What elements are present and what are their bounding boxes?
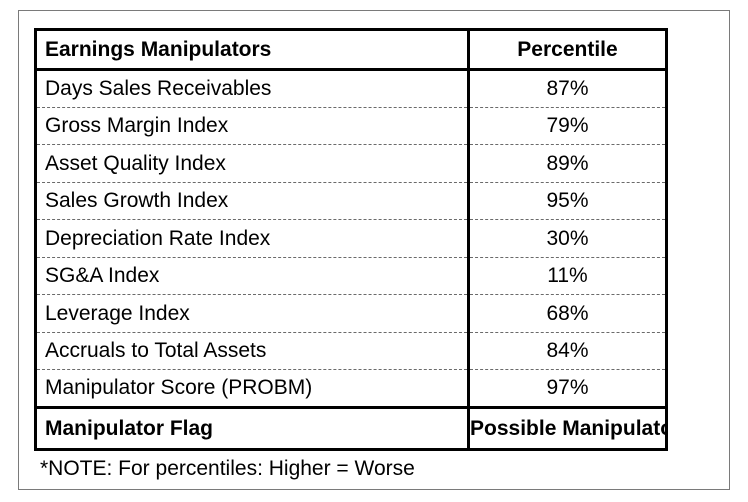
row-value: 30% <box>467 219 668 258</box>
row-value: 11% <box>467 257 668 295</box>
manipulator-flag-row: Manipulator Flag Possible Manipulator <box>34 407 668 451</box>
row-value: 79% <box>467 107 668 145</box>
table-row: Asset Quality Index 89% <box>34 144 668 183</box>
earnings-manipulators-table: Earnings Manipulators Percentile Days Sa… <box>34 28 668 451</box>
row-label: Gross Margin Index <box>34 107 469 145</box>
table-row: Gross Margin Index 79% <box>34 107 668 145</box>
footnote: *NOTE: For percentiles: Higher = Worse <box>40 457 415 480</box>
row-label: Days Sales Receivables <box>34 69 469 108</box>
row-value: 68% <box>467 294 668 333</box>
table-row: Leverage Index 68% <box>34 294 668 333</box>
table-row: Sales Growth Index 95% <box>34 182 668 220</box>
row-label: Depreciation Rate Index <box>34 219 469 258</box>
row-label: Manipulator Score (PROBM) <box>34 369 469 409</box>
header-value: Percentile <box>467 28 668 71</box>
row-label: Accruals to Total Assets <box>34 332 469 370</box>
row-value: 87% <box>467 69 668 108</box>
row-label: Leverage Index <box>34 294 469 333</box>
table-row: SG&A Index 11% <box>34 257 668 295</box>
header-label: Earnings Manipulators <box>34 28 469 71</box>
flag-value: Possible Manipulator <box>467 407 668 451</box>
row-label: Sales Growth Index <box>34 182 469 220</box>
flag-label: Manipulator Flag <box>34 407 469 451</box>
row-value: 97% <box>467 369 668 409</box>
row-label: Asset Quality Index <box>34 144 469 183</box>
row-value: 89% <box>467 144 668 183</box>
table-row: Depreciation Rate Index 30% <box>34 219 668 258</box>
row-value: 95% <box>467 182 668 220</box>
row-label: SG&A Index <box>34 257 469 295</box>
row-value: 84% <box>467 332 668 370</box>
table-row: Days Sales Receivables 87% <box>34 69 668 108</box>
table-row: Manipulator Score (PROBM) 97% <box>34 369 668 409</box>
table-row: Accruals to Total Assets 84% <box>34 332 668 370</box>
table-header-row: Earnings Manipulators Percentile <box>34 28 668 71</box>
